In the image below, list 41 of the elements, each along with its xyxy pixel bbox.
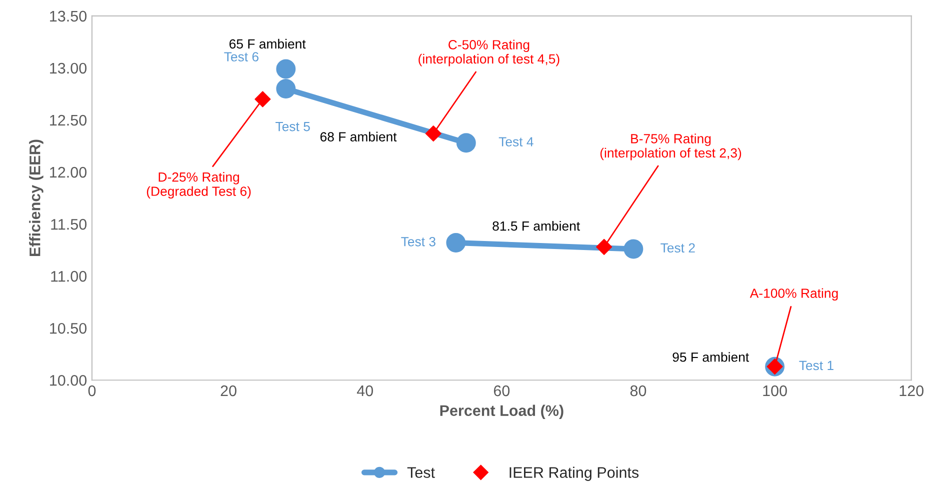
y-tick-label: 13.50 xyxy=(50,10,87,22)
data-label: C-50% Rating (interpolation of test 4,5) xyxy=(418,40,560,66)
point xyxy=(276,59,296,79)
y-tick-label: 13.00 xyxy=(50,62,87,74)
data-label: Test 2 xyxy=(660,243,695,253)
point xyxy=(276,79,296,98)
data-label: Test 3 xyxy=(401,236,436,246)
y-tick-label: 12.00 xyxy=(50,166,87,178)
data-label: D-25% Rating (Degraded Test 6) xyxy=(146,172,251,199)
x-tick-label: 60 xyxy=(494,385,510,396)
annotation: 68 F ambient xyxy=(320,132,397,142)
data-label: Test 5 xyxy=(276,122,310,132)
data-label: Test 1 xyxy=(799,360,834,370)
legend-label: IEER Rating Points xyxy=(510,466,639,481)
point xyxy=(425,125,442,142)
point xyxy=(446,233,466,252)
x-tick-label: 0 xyxy=(88,385,96,396)
point xyxy=(624,239,644,259)
x-tick-label: 40 xyxy=(356,385,373,396)
y-tick-label: 10.00 xyxy=(50,374,87,386)
y-tick-label: 11.00 xyxy=(51,270,87,282)
y-tick-label: 10.50 xyxy=(50,322,87,334)
point xyxy=(254,91,271,108)
x-tick-label: 120 xyxy=(900,385,924,396)
y-axis-title: Efficiency (EER) xyxy=(29,140,44,256)
data-label: Test 6 xyxy=(224,52,258,62)
x-tick-label: 20 xyxy=(220,385,236,396)
point xyxy=(596,238,612,255)
data-label: A-100% Rating xyxy=(750,288,838,301)
y-tick-label: 12.50 xyxy=(50,114,87,126)
annotation: 95 F ambient xyxy=(672,352,750,362)
x-tick-label: 100 xyxy=(763,385,787,396)
x-axis-title: Percent Load (%) xyxy=(440,404,564,420)
data-label: B-75% Rating (interpolation of test 2,3) xyxy=(600,134,742,160)
x-tick-label: 80 xyxy=(630,385,646,396)
legend-label: Test xyxy=(407,467,435,478)
annotation: 65 F ambient xyxy=(229,38,306,49)
point xyxy=(456,133,476,153)
annotation: 81.5 F ambient xyxy=(492,221,580,231)
data-label: Test 4 xyxy=(498,137,534,146)
y-tick-label: 11.50 xyxy=(51,218,87,230)
